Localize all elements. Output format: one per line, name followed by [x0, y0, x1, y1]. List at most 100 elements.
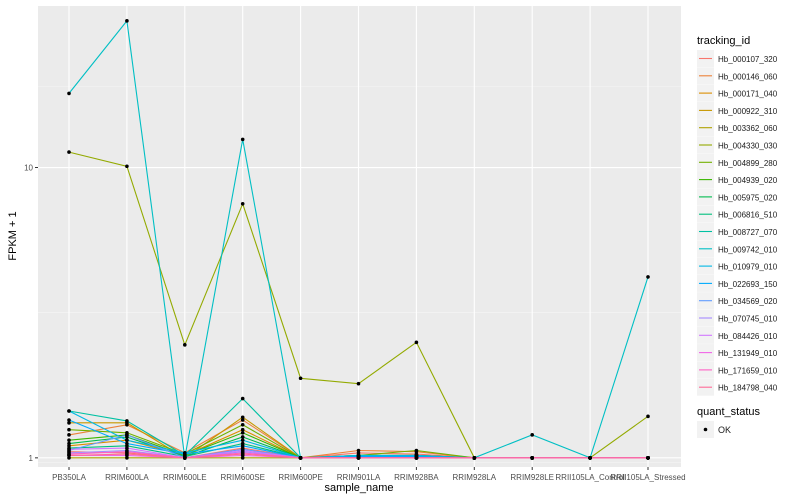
legend-item: Hb_000922_310 [697, 101, 778, 119]
data-point [240, 438, 245, 443]
data-point [67, 91, 71, 96]
legend-label: Hb_005975_020 [718, 193, 778, 202]
legend-label: Hb_084426_010 [718, 332, 778, 341]
legend-label: Hb_009742_010 [718, 245, 778, 254]
legend-label: Hb_004330_030 [718, 142, 778, 151]
data-point [414, 456, 419, 460]
legend-label: Hb_171659_010 [718, 366, 778, 375]
data-point [530, 433, 534, 437]
data-point [125, 164, 129, 169]
legend-label: Hb_010979_010 [718, 263, 778, 272]
legend-quant-label: OK [718, 425, 731, 435]
data-points [67, 19, 650, 460]
data-point [240, 415, 245, 420]
data-point [67, 150, 71, 154]
data-point [240, 430, 245, 435]
y-axis-title: FPKM + 1 [7, 211, 19, 260]
legend-label: Hb_008727_070 [718, 228, 778, 237]
data-point [67, 409, 71, 413]
x-tick-label: RRIM901LA [337, 473, 381, 482]
data-point [414, 340, 419, 345]
legend-label: Hb_184798_040 [718, 384, 778, 393]
data-point [125, 419, 129, 423]
x-axis-ticks: PB350LA RRIM600LA RRIM600LE RRIM600SE RRIM60… [52, 467, 686, 482]
data-point [240, 418, 245, 422]
data-point [240, 427, 245, 432]
legend-item: Hb_022693_150 [697, 274, 778, 292]
legend: tracking_id Hb_000107_320Hb_000146_060Hb… [697, 35, 778, 438]
data-point [240, 396, 245, 401]
data-point [356, 381, 361, 386]
legend-item: Hb_034569_020 [697, 292, 778, 310]
data-point [298, 456, 303, 460]
x-tick-label: RRIM600LE [163, 473, 207, 482]
data-point [298, 376, 303, 381]
x-tick-label: RRIM928LE [510, 473, 554, 482]
legend-item: Hb_131949_010 [697, 344, 778, 362]
data-point [646, 456, 650, 460]
y-tick-label: 10 [24, 164, 33, 173]
plot-panel [38, 6, 681, 467]
data-point [183, 456, 187, 460]
legend-label: Hb_006816_510 [718, 211, 778, 220]
data-point [67, 418, 71, 422]
legend-quant-title: quant_status [697, 406, 760, 418]
data-point [414, 448, 419, 453]
x-axis-title: sample_name [324, 482, 393, 494]
data-point [67, 453, 71, 458]
data-point [125, 441, 129, 446]
legend-item: Hb_004939_020 [697, 171, 778, 189]
x-tick-label: RRII105LA_Stressed [610, 473, 685, 482]
x-tick-label: RRIM928LA [453, 473, 497, 482]
data-point [67, 427, 71, 432]
data-point [67, 438, 71, 443]
data-point [67, 447, 71, 452]
data-point [67, 433, 71, 437]
legend-quant-item: OK [697, 421, 731, 438]
grid-lines [38, 6, 681, 467]
data-point [240, 456, 245, 460]
data-point [356, 456, 361, 460]
data-point [67, 441, 71, 446]
legend-item: Hb_184798_040 [697, 378, 778, 396]
data-point [125, 433, 129, 437]
legend-item: Hb_004899_280 [697, 153, 778, 171]
data-point [530, 456, 534, 460]
data-point [646, 414, 650, 419]
data-point [125, 438, 129, 443]
data-point [240, 452, 245, 456]
data-point [240, 137, 245, 142]
data-point [183, 452, 187, 456]
legend-item: Hb_084426_010 [697, 326, 778, 344]
data-point [240, 201, 245, 206]
legend-item: Hb_005975_020 [697, 188, 778, 206]
data-point [588, 456, 592, 460]
legend-label: Hb_003362_060 [718, 124, 778, 133]
legend-label: Hb_131949_010 [718, 349, 778, 358]
x-tick-label: RRIM928BA [394, 473, 439, 482]
data-point [125, 446, 129, 450]
data-point [356, 448, 361, 453]
legend-item: Hb_010979_010 [697, 257, 778, 275]
legend-label: Hb_000922_310 [718, 107, 778, 116]
x-tick-label: RRIM600PE [278, 473, 322, 482]
y-tick-label: 1 [29, 454, 34, 463]
legend-label: Hb_022693_150 [718, 280, 778, 289]
legend-item: Hb_000171_040 [697, 84, 778, 102]
legend-items: Hb_000107_320 Hb_000146_060 Hb_000171_040 H… [697, 50, 778, 396]
legend-item: Hb_000107_320 [697, 50, 778, 67]
legend-item: Hb_003362_060 [697, 119, 778, 137]
legend-item: Hb_070745_010 [697, 309, 778, 327]
legend-label: Hb_070745_010 [718, 315, 778, 324]
data-point [240, 422, 245, 427]
data-point [67, 421, 71, 425]
legend-item: Hb_004330_030 [697, 136, 778, 154]
data-point [472, 456, 477, 460]
legend-title: tracking_id [697, 35, 750, 47]
x-tick-label: RRIM600SE [220, 473, 264, 482]
data-point [240, 444, 245, 448]
x-tick-label: RRII105LA_Control [555, 473, 625, 482]
x-tick-label: PB350LA [52, 473, 86, 482]
data-point [646, 275, 650, 279]
